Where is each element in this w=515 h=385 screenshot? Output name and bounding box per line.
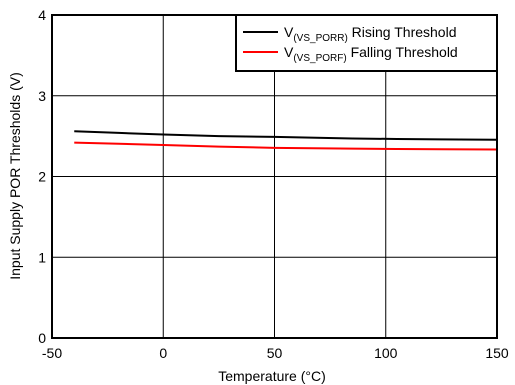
y-tick-label: 3	[38, 88, 46, 104]
x-axis-title: Temperature (°C)	[218, 368, 326, 384]
series-line-2	[74, 141, 498, 151]
x-axis-ticks: -50 0 50 100 150	[42, 345, 509, 361]
x-tick-label: 150	[485, 345, 509, 361]
series-layer	[74, 130, 498, 151]
x-tick-label: -50	[42, 345, 62, 361]
y-tick-label: 4	[38, 7, 46, 23]
legend-box	[235, 14, 498, 72]
legend-label-2: V(VS_PORF) Falling Threshold	[284, 44, 458, 64]
y-tick-label: 0	[38, 330, 46, 346]
x-tick-label: 50	[267, 345, 283, 361]
x-tick-label: 0	[159, 345, 167, 361]
x-tick-label: 100	[374, 345, 398, 361]
y-axis-title: Input Supply POR Thresholds (V)	[7, 72, 23, 280]
series-line-1	[74, 130, 498, 141]
y-tick-label: 2	[38, 169, 46, 185]
y-tick-label: 1	[38, 249, 46, 265]
legend-label-1: V(VS_PORR) Rising Threshold	[284, 24, 456, 44]
y-axis-ticks: 0 1 2 3 4	[38, 7, 46, 346]
